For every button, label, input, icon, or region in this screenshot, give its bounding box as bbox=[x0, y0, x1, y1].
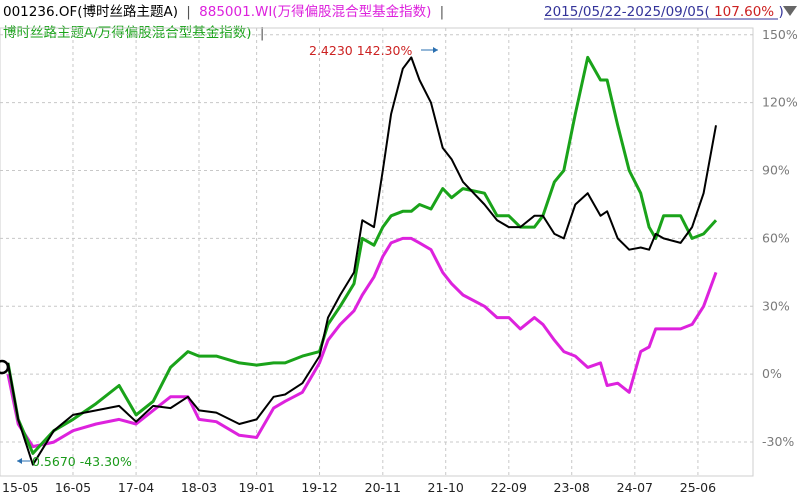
date-range[interactable]: 2015/05/22-2025/09/05( 107.60% ) bbox=[544, 4, 784, 20]
y-tick-label: 30% bbox=[762, 298, 790, 313]
legend-separator: | bbox=[186, 4, 191, 20]
x-tick-label: 18-03 bbox=[181, 480, 217, 495]
legend-row-1: 001236.OF(博时丝路主题A) | 885001.WI(万得偏股混合型基金… bbox=[3, 3, 444, 20]
series-lines bbox=[6, 55, 718, 466]
x-tick-label: 21-10 bbox=[428, 480, 464, 495]
y-tick-label: 60% bbox=[762, 230, 790, 245]
plot-frame bbox=[0, 27, 754, 477]
y-tick-label: 150% bbox=[762, 27, 798, 42]
x-tick-label: 20-11 bbox=[365, 480, 401, 495]
x-tick-label: 17-04 bbox=[118, 480, 154, 495]
max-annotation-arrowhead bbox=[433, 47, 438, 53]
y-tick-label: 0% bbox=[762, 366, 782, 381]
start-marker bbox=[0, 359, 10, 375]
date-range-prefix: 2015/05/22-2025/09/05( bbox=[544, 4, 710, 20]
series-line-3 bbox=[6, 55, 718, 455]
legend-fund[interactable]: 001236.OF(博时丝路主题A) bbox=[3, 3, 178, 20]
series-line-2 bbox=[6, 236, 718, 449]
x-tick-label: 19-01 bbox=[238, 480, 274, 495]
legend-row-2: 博时丝路主题A/万得偏股混合型基金指数) | bbox=[3, 24, 264, 41]
y-axis: 150% 120% 90% 60% 30% 0% -30% bbox=[762, 27, 798, 449]
x-tick-label: 25-06 bbox=[680, 480, 716, 495]
max-annotation-label: 2.4230 142.30% bbox=[309, 43, 412, 58]
date-range-suffix: ) bbox=[778, 4, 783, 20]
vertical-gridlines bbox=[72, 28, 699, 476]
x-tick-label: 15-05 bbox=[2, 480, 38, 495]
x-tick-label: 24-07 bbox=[617, 480, 653, 495]
legend-index[interactable]: 885001.WI(万得偏股混合型基金指数) bbox=[199, 3, 431, 20]
range-return-value: 107.60% bbox=[714, 4, 774, 20]
x-axis: 15-05 16-05 17-04 18-03 19-01 19-12 20-11 21-10… bbox=[2, 480, 716, 495]
x-tick-label: 19-12 bbox=[301, 480, 337, 495]
triangle-down-icon[interactable] bbox=[783, 6, 797, 16]
legend-separator: | bbox=[260, 25, 265, 41]
min-annotation-arrowhead bbox=[17, 458, 22, 464]
y-tick-label: 120% bbox=[762, 95, 798, 110]
x-tick-label: 23-08 bbox=[554, 480, 590, 495]
series-line-1 bbox=[7, 56, 717, 466]
y-tick-label: -30% bbox=[762, 434, 794, 449]
legend-ratio[interactable]: 博时丝路主题A/万得偏股混合型基金指数) bbox=[3, 24, 252, 41]
x-tick-label: 16-05 bbox=[55, 480, 91, 495]
y-tick-label: 90% bbox=[762, 163, 790, 178]
min-annotation-label: 0.5670 -43.30% bbox=[32, 454, 132, 469]
x-tick-label: 22-09 bbox=[491, 480, 527, 495]
legend-separator: | bbox=[440, 4, 445, 20]
